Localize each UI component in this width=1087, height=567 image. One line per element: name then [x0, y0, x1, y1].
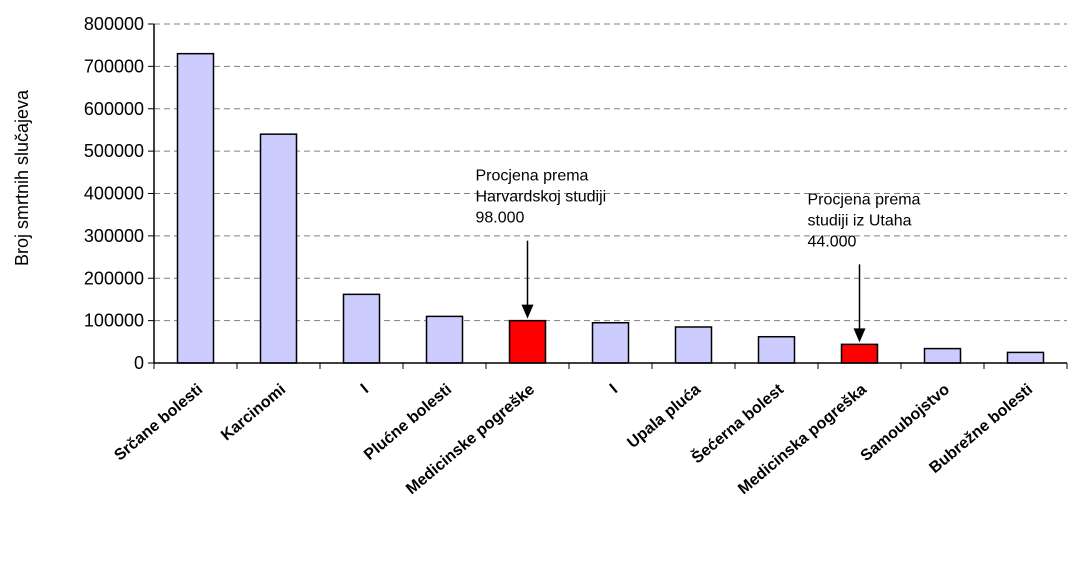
- bar: [342, 293, 381, 364]
- y-tick-label: 500000: [84, 141, 144, 161]
- bar: [425, 315, 464, 364]
- bar: [674, 326, 713, 364]
- x-tick-label: Karcinomi: [218, 381, 289, 444]
- y-tick-label: 300000: [84, 226, 144, 246]
- grid-lines: [154, 23, 1067, 322]
- bar: [923, 347, 962, 364]
- y-tick-labels: 0 100000 200000 300000 400000 500000 600000 700…: [84, 14, 144, 373]
- annotation-text: Harvardskoj studiji: [476, 189, 607, 206]
- annotation-text: studiji iz Utaha: [808, 212, 912, 229]
- y-tick-label: 400000: [84, 184, 144, 204]
- axes: [148, 23, 1068, 369]
- x-tick-label: Srčane bolesti: [111, 381, 206, 464]
- x-tick-label: Upala pluća: [624, 381, 704, 452]
- y-tick-label: 700000: [84, 56, 144, 76]
- annotation-text: 98.000: [476, 210, 525, 227]
- bar: [591, 321, 630, 364]
- y-tick-label: 600000: [84, 99, 144, 119]
- bar: [757, 335, 796, 364]
- bar: [176, 52, 215, 364]
- annotation-text: Procjena prema: [476, 168, 589, 185]
- annotation-arrowhead: [521, 304, 534, 319]
- annotations: Procjena prema Harvardskoj studiji 98.000 P…: [476, 168, 921, 343]
- bar: [1006, 351, 1045, 364]
- y-tick-label: 200000: [84, 268, 144, 288]
- x-tick-label: Plućne bolesti: [361, 381, 455, 464]
- y-tick-label: 0: [134, 353, 144, 373]
- annotation-text: 44.000: [808, 233, 857, 250]
- y-tick-label: 100000: [84, 311, 144, 331]
- highlighted-bar: [840, 343, 879, 364]
- annotation-text: Procjena prema: [808, 191, 921, 208]
- x-tick-label: I: [358, 381, 372, 397]
- annotation-arrowhead: [853, 328, 866, 343]
- y-tick-label: 800000: [84, 14, 144, 34]
- bar: [259, 133, 298, 364]
- y-axis-label: Broj smrtnih slučajeva: [12, 89, 32, 266]
- x-tick-label: I: [607, 381, 621, 397]
- highlighted-bar: [508, 319, 547, 364]
